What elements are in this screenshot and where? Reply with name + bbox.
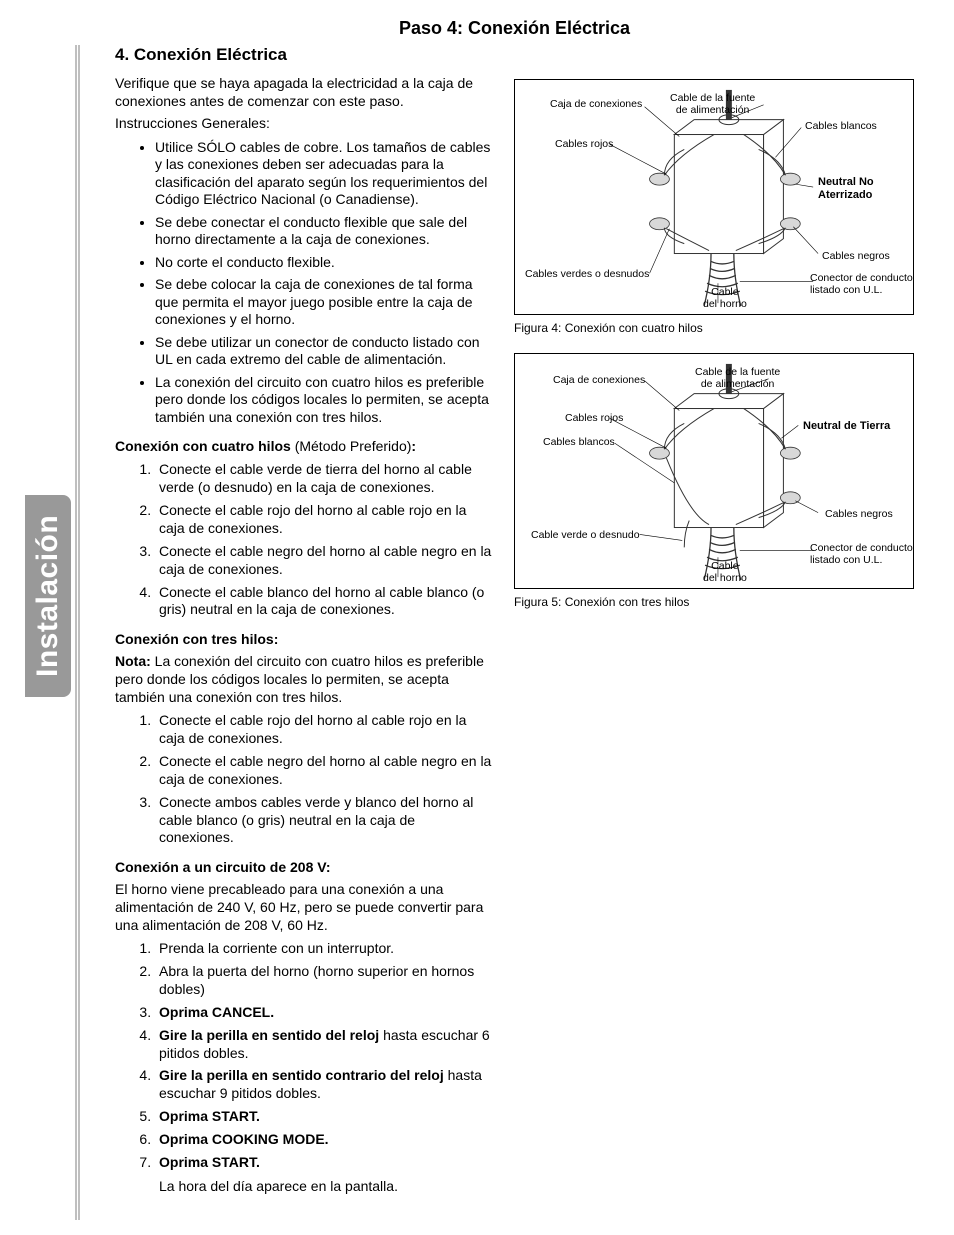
bullet: No corte el conducto flexible. [155, 254, 492, 272]
list-item: Gire la perilla en sentido contrario del… [155, 1067, 492, 1103]
fig5-lbl-negros: Cables negros [825, 508, 893, 520]
fig5-lbl-rojos: Cables rojos [565, 412, 623, 424]
figure-4-caption: Figura 4: Conexión con cuatro hilos [514, 321, 914, 335]
bullet: Utilice SÓLO cables de cobre. Los tamaño… [155, 139, 492, 209]
three-wire-note: Nota: La conexión del circuito con cuatr… [115, 653, 492, 707]
step-bold: Oprima START. [159, 1154, 260, 1170]
bullet: Se debe conectar el conducto flexible qu… [155, 214, 492, 249]
list-item: Gire la perilla en sentido del reloj has… [155, 1027, 492, 1063]
three-note-text: La conexión del circuito con cuatro hilo… [115, 653, 484, 705]
fig5-lbl-verde: Cable verde o desnudo [531, 529, 640, 541]
four-wire-head-n: (Método Preferido) [295, 438, 412, 454]
fig5-lbl-horno: Cable del horno [703, 560, 747, 584]
fig4-lbl-verdes: Cables verdes o desnudos [525, 268, 649, 280]
fig5-lbl-neutral: Neutral de Tierra [803, 420, 890, 433]
list-item: Oprima CANCEL. [155, 1004, 492, 1022]
list-item: Conecte el cable rojo del horno al cable… [155, 712, 492, 748]
three-wire-head: Conexión con tres hilos: [115, 631, 492, 649]
four-wire-steps: Conecte el cable verde de tierra del hor… [115, 461, 492, 619]
left-rule-1 [75, 45, 77, 1220]
list-item: Oprima COOKING MODE. [155, 1131, 492, 1149]
list-item: Conecte el cable negro del horno al cabl… [155, 543, 492, 579]
fig5-lbl-blancos: Cables blancos [543, 436, 615, 448]
list-item: Conecte el cable negro del horno al cabl… [155, 753, 492, 789]
fig4-lbl-blancos: Cables blancos [805, 120, 877, 132]
fig4-lbl-neutral: Neutral No Aterrizado [818, 176, 874, 201]
list-item: Prenda la corriente con un interruptor. [155, 940, 492, 958]
four-wire-head-b2: : [411, 438, 416, 454]
bullet: Se debe colocar la caja de conexiones de… [155, 276, 492, 329]
step-bold: Gire la perilla en sentido contrario del… [159, 1067, 448, 1083]
bullet: Se debe utilizar un conector de conducto… [155, 334, 492, 369]
list-item: Conecte el cable blanco del horno al cab… [155, 584, 492, 620]
list-item: Oprima START. [155, 1108, 492, 1126]
general-bullets: Utilice SÓLO cables de cobre. Los tamaño… [115, 139, 492, 427]
intro-para: Verifique que se haya apagada la electri… [115, 75, 492, 111]
four-wire-head: Conexión con cuatro hilos (Método Prefer… [115, 438, 492, 456]
step-bold: Oprima START. [159, 1108, 260, 1124]
sidebar-tab: Instalación [25, 495, 71, 697]
step-tail: La hora del día aparece en la pantalla. [159, 1178, 398, 1196]
fig4-lbl-conector: Conector de conducto listado con U.L. [810, 272, 913, 296]
fig4-lbl-rojos: Cables rojos [555, 138, 613, 150]
fig5-lbl-fuente: Cable de la fuente de alimentación [695, 366, 780, 390]
fig4-lbl-fuente: Cable de la fuente de alimentación [670, 92, 755, 116]
step-title: Paso 4: Conexión Eléctrica [115, 18, 914, 39]
step-bold: Oprima COOKING MODE. [159, 1131, 329, 1147]
figure-4-box: Caja de conexiones Cable de la fuente de… [514, 79, 914, 315]
list-item: Conecte ambos cables verde y blanco del … [155, 794, 492, 848]
fig5-lbl-caja: Caja de conexiones [553, 374, 645, 386]
v208-head: Conexión a un circuito de 208 V: [115, 859, 492, 877]
list-item: Conecte el cable rojo del horno al cable… [155, 502, 492, 538]
left-column: Verifique que se haya apagada la electri… [115, 71, 492, 1206]
left-rule-2 [78, 45, 80, 1220]
v208-steps: Prenda la corriente con un interruptor. … [115, 940, 492, 1196]
fig4-lbl-caja: Caja de conexiones [550, 98, 642, 110]
step-bold: Gire la perilla en sentido del reloj [159, 1027, 383, 1043]
three-wire-steps: Conecte el cable rojo del horno al cable… [115, 712, 492, 847]
list-item: Abra la puerta del horno (horno superior… [155, 963, 492, 999]
four-wire-head-b1: Conexión con cuatro hilos [115, 438, 295, 454]
list-item: Oprima START. La hora del día aparece en … [155, 1154, 492, 1196]
three-note-label: Nota: [115, 653, 155, 669]
v208-intro: El horno viene precableado para una cone… [115, 881, 492, 935]
section-title: 4. Conexión Eléctrica [115, 45, 914, 65]
figure-5-box: Caja de conexiones Cable de la fuente de… [514, 353, 914, 589]
step-bold: Oprima CANCEL. [159, 1004, 274, 1020]
bullet: La conexión del circuito con cuatro hilo… [155, 374, 492, 427]
fig4-lbl-negros: Cables negros [822, 250, 890, 262]
figure-5-caption: Figura 5: Conexión con tres hilos [514, 595, 914, 609]
gen-instr-head: Instrucciones Generales: [115, 115, 492, 133]
list-item: Conecte el cable verde de tierra del hor… [155, 461, 492, 497]
right-column: Caja de conexiones Cable de la fuente de… [514, 71, 914, 1206]
fig5-lbl-conector: Conector de conducto listado con U.L. [810, 542, 913, 566]
fig4-lbl-horno: Cable del horno [703, 286, 747, 310]
